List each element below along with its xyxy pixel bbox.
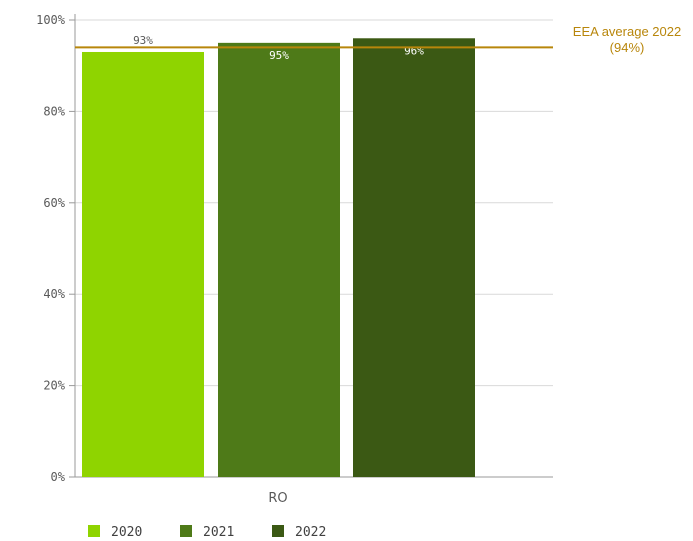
y-tick-label: 100% <box>36 13 66 27</box>
reference-line-group: EEA average 2022(94%) <box>75 24 681 55</box>
data-label-2020: 93% <box>133 34 153 47</box>
bar-2020 <box>82 51 204 478</box>
legend-swatch-2021[interactable] <box>180 525 192 537</box>
data-label-2021: 95% <box>269 49 289 62</box>
legend: 2020 2021 2022 <box>88 525 326 540</box>
y-tick-label: 80% <box>43 104 65 118</box>
legend-label-2020[interactable]: 2020 <box>111 525 142 540</box>
y-tick-label: 0% <box>51 470 66 484</box>
bar-2021 <box>218 42 340 477</box>
bars: 93% 95% 96% <box>82 34 475 478</box>
legend-label-2022[interactable]: 2022 <box>295 525 326 540</box>
bar-2022 <box>353 38 475 477</box>
reference-line-value: (94%) <box>610 40 645 55</box>
reference-line-label: EEA average 2022 <box>573 24 681 39</box>
legend-swatch-2022[interactable] <box>272 525 284 537</box>
y-tick-label: 60% <box>43 196 65 210</box>
y-axis: 0% 20% 40% 60% 80% 100% <box>36 13 76 484</box>
data-label-2022: 96% <box>404 44 424 57</box>
x-category-label: RO <box>268 491 287 506</box>
legend-swatch-2020[interactable] <box>88 525 100 537</box>
y-tick-label: 40% <box>43 287 65 301</box>
legend-label-2021[interactable]: 2021 <box>203 525 234 540</box>
x-axis: RO <box>268 491 287 506</box>
y-tick-label: 20% <box>43 379 65 393</box>
